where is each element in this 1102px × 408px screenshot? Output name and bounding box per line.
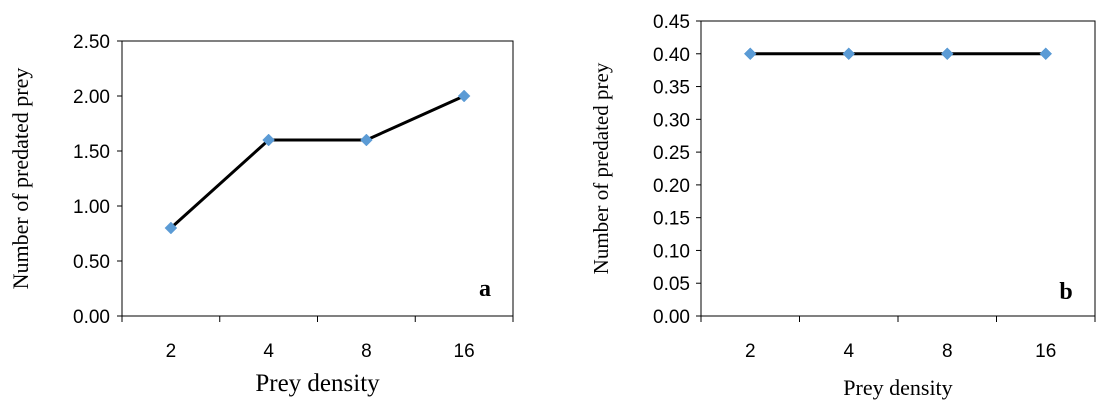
panel-a-chart: 0.00 0.50 1.00 1.50 2.00 2.50 2 4 8 16 Prey densit… bbox=[8, 32, 514, 397]
y-axis-title: Number of predated prey bbox=[8, 68, 33, 290]
y-tick-label: 0.35 bbox=[653, 78, 690, 99]
y-tick-label: 0.45 bbox=[653, 12, 690, 33]
x-tick-label: 8 bbox=[361, 341, 372, 362]
y-tick-label: 0.40 bbox=[653, 45, 690, 66]
data-point-marker bbox=[842, 47, 856, 61]
x-tick-label: 8 bbox=[942, 341, 953, 362]
panel-label: b bbox=[1059, 279, 1072, 305]
data-point-marker bbox=[940, 47, 954, 61]
y-tick-label: 0.00 bbox=[73, 307, 110, 328]
panel-label: a bbox=[479, 276, 491, 302]
plot-area-border bbox=[700, 20, 1096, 317]
x-tick-label: 16 bbox=[1035, 341, 1056, 362]
plot-area-border bbox=[121, 40, 514, 317]
y-tick-label: 0.50 bbox=[73, 252, 110, 273]
y-tick-label: 0.20 bbox=[653, 176, 690, 197]
y-tick-label: 2.00 bbox=[73, 87, 110, 108]
x-tick-label: 4 bbox=[843, 341, 854, 362]
data-point-marker bbox=[164, 221, 178, 235]
x-axis-title: Prey density bbox=[255, 370, 380, 397]
y-tick-label: 0.05 bbox=[653, 274, 690, 295]
x-tick-label: 2 bbox=[166, 341, 177, 362]
y-tick-label: 0.15 bbox=[653, 209, 690, 230]
x-tick-label: 2 bbox=[745, 341, 756, 362]
y-tick-label: 0.00 bbox=[653, 307, 690, 328]
y-tick-label: 0.30 bbox=[653, 110, 690, 131]
series-line bbox=[169, 94, 465, 230]
data-point-marker bbox=[360, 133, 373, 147]
y-tick-label: 1.50 bbox=[73, 142, 110, 163]
data-point-marker bbox=[262, 133, 275, 147]
x-tick-label: 4 bbox=[263, 341, 274, 362]
data-point-marker bbox=[743, 47, 757, 61]
x-axis-title: Prey density bbox=[843, 375, 952, 400]
panel-b-chart: 0.00 0.05 0.10 0.15 0.20 0.25 0.30 0.35 0.40 0.45… bbox=[589, 12, 1096, 400]
y-axis-title: Number of predated prey bbox=[589, 62, 613, 274]
x-tick-label: 16 bbox=[454, 341, 475, 362]
y-tick-label: 1.00 bbox=[73, 197, 110, 218]
data-point-marker bbox=[457, 89, 471, 103]
data-point-marker bbox=[1039, 47, 1053, 61]
y-tick-label: 0.10 bbox=[653, 241, 690, 262]
y-tick-label: 2.50 bbox=[73, 32, 110, 53]
y-tick-label: 0.25 bbox=[653, 143, 690, 164]
